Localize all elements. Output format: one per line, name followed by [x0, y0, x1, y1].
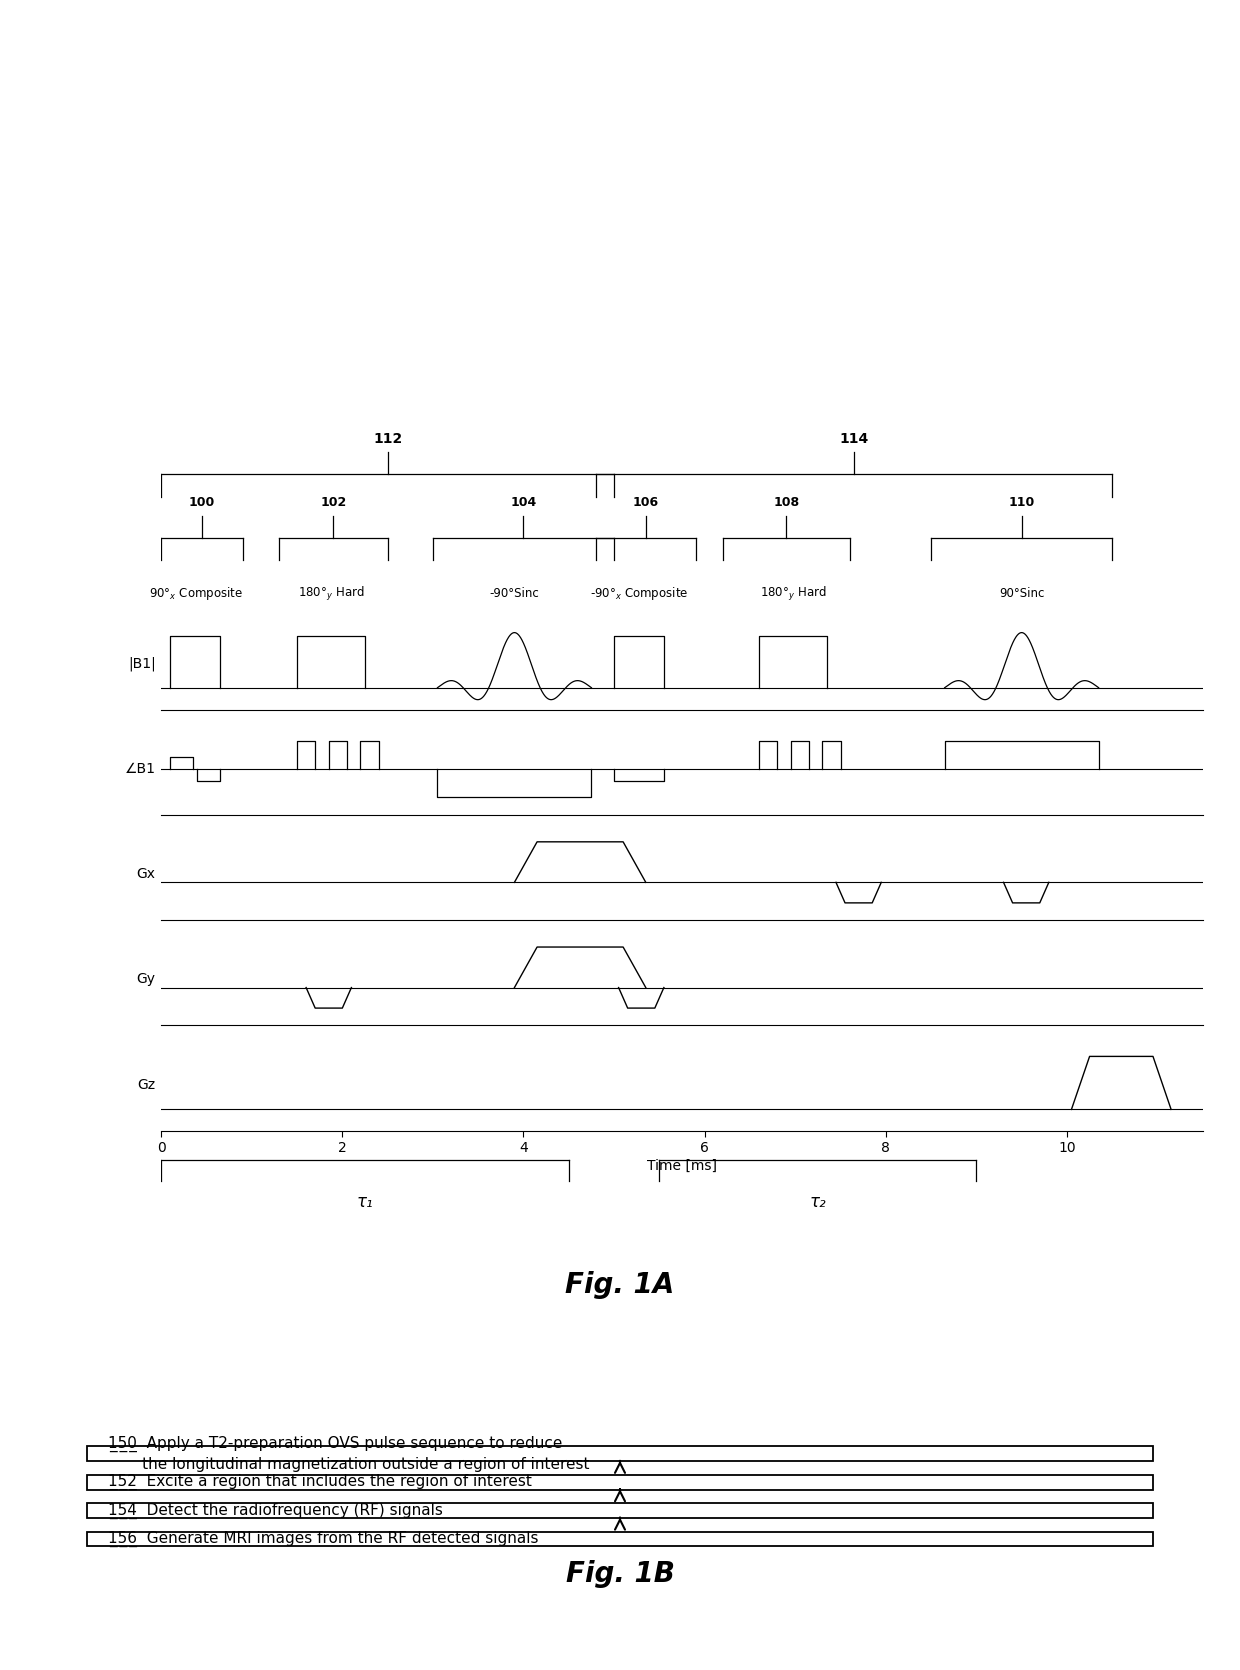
Text: -90°Sinc: -90°Sinc: [490, 588, 539, 600]
FancyBboxPatch shape: [87, 1531, 1153, 1546]
Text: 1̲5̲6̲  Generate MRI images from the RF detected signals: 1̲5̲6̲ Generate MRI images from the RF d…: [108, 1531, 538, 1546]
Text: 90°Sinc: 90°Sinc: [999, 588, 1044, 600]
Y-axis label: Gy: Gy: [136, 972, 156, 987]
Text: τ₂: τ₂: [810, 1192, 826, 1211]
Text: Fig. 1A: Fig. 1A: [565, 1271, 675, 1299]
FancyBboxPatch shape: [87, 1475, 1153, 1490]
Text: 114: 114: [839, 433, 869, 446]
Text: 106: 106: [632, 496, 658, 509]
Text: 180°$_y$ Hard: 180°$_y$ Hard: [760, 584, 827, 603]
Text: Fig. 1B: Fig. 1B: [565, 1560, 675, 1588]
Text: 180°$_y$ Hard: 180°$_y$ Hard: [298, 584, 365, 603]
Text: 102: 102: [320, 496, 346, 509]
Text: 1̲5̲4̲  Detect the radiofrequency (RF) signals: 1̲5̲4̲ Detect the radiofrequency (RF) si…: [108, 1503, 443, 1518]
Text: 104: 104: [511, 496, 537, 509]
Text: -90°$_x$ Composite: -90°$_x$ Composite: [590, 584, 688, 603]
Text: 110: 110: [1008, 496, 1034, 509]
Text: 1̲5̲2̲  Excite a region that includes the region of interest: 1̲5̲2̲ Excite a region that includes the…: [108, 1475, 532, 1490]
Text: 90°$_x$ Composite: 90°$_x$ Composite: [149, 584, 243, 603]
X-axis label: Time [ms]: Time [ms]: [647, 1159, 717, 1172]
Text: 112: 112: [373, 433, 402, 446]
FancyBboxPatch shape: [87, 1446, 1153, 1461]
FancyBboxPatch shape: [87, 1503, 1153, 1518]
Y-axis label: Gz: Gz: [138, 1077, 156, 1092]
Text: 1̲5̲0̲  Apply a T2-preparation OVS pulse sequence to reduce
       the longitudi: 1̲5̲0̲ Apply a T2-preparation OVS pulse …: [108, 1436, 590, 1471]
Text: 100: 100: [188, 496, 215, 509]
Y-axis label: Gx: Gx: [136, 867, 156, 882]
Y-axis label: ∠B1: ∠B1: [125, 762, 156, 777]
Text: 108: 108: [773, 496, 800, 509]
Y-axis label: |B1|: |B1|: [128, 656, 156, 671]
Text: τ₁: τ₁: [357, 1192, 373, 1211]
